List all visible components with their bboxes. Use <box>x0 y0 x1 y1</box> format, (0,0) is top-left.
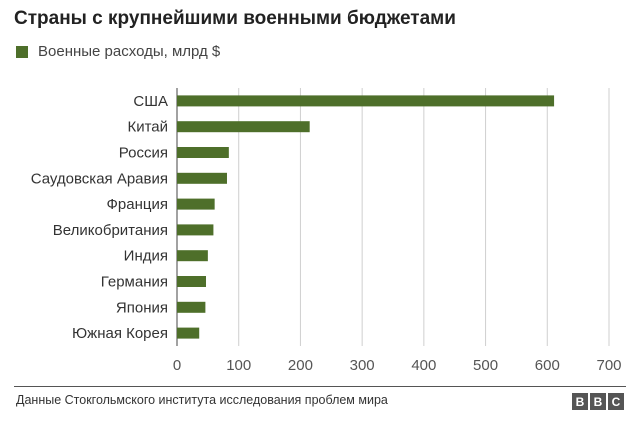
x-tick-label: 300 <box>350 357 375 374</box>
bar <box>177 301 206 313</box>
x-tick-label: 600 <box>535 357 560 374</box>
legend-label: Военные расходы, млрд $ <box>38 43 221 60</box>
category-label: Саудовская Аравия <box>31 170 168 187</box>
bar-chart: США Китай Россия Саудовская Аравия Франция Ве… <box>31 88 622 374</box>
bar <box>177 224 214 236</box>
category-label: Россия <box>119 145 168 162</box>
x-tick-label: 100 <box>226 357 251 374</box>
legend-swatch <box>16 45 28 58</box>
bbc-logo-letter: B <box>590 393 606 410</box>
legend: Военные расходы, млрд $ <box>16 43 220 60</box>
category-label: Германия <box>101 274 168 291</box>
x-tick-label: 400 <box>411 357 436 374</box>
x-tick-layer: 0 100 200 300 400 500 600 700 <box>173 357 622 374</box>
category-label: Великобритания <box>53 222 168 239</box>
bbc-logo: B B C <box>572 393 624 410</box>
source-note: Данные Стокгольмского института исследов… <box>16 393 388 407</box>
bbc-logo-letter: B <box>572 393 588 410</box>
category-label: Южная Корея <box>72 325 168 342</box>
bar <box>177 198 215 210</box>
category-label-layer: США Китай Россия Саудовская Аравия Франция Ве… <box>31 93 168 342</box>
bar <box>177 121 310 133</box>
category-label: Индия <box>124 248 168 265</box>
bar <box>177 250 208 262</box>
category-label: США <box>133 93 168 110</box>
category-label: Япония <box>116 299 168 316</box>
bar <box>177 172 227 184</box>
x-tick-label: 500 <box>473 357 498 374</box>
category-label: Китай <box>127 119 168 136</box>
footer-divider <box>14 386 626 387</box>
x-tick-label: 200 <box>288 357 313 374</box>
x-tick-label: 700 <box>596 357 621 374</box>
category-label: Франция <box>107 196 168 213</box>
bar <box>177 327 200 339</box>
x-tick-label: 0 <box>173 357 181 374</box>
bbc-logo-letter: C <box>608 393 624 410</box>
bar <box>177 276 207 287</box>
bar-layer <box>177 95 555 339</box>
bar <box>177 95 555 107</box>
chart-title: Страны с крупнейшими военными бюджетами <box>14 8 456 29</box>
bar <box>177 147 229 158</box>
